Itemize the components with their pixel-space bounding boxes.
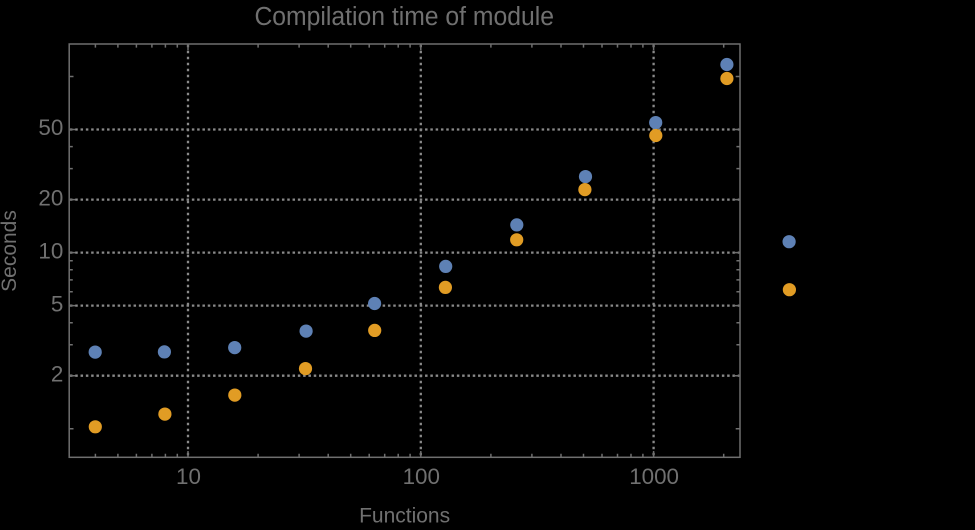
svg-text:50: 50 <box>38 115 63 140</box>
svg-text:20: 20 <box>38 185 63 210</box>
svg-text:1000: 1000 <box>629 464 679 489</box>
svg-text:10: 10 <box>38 238 63 263</box>
svg-text:Seconds: Seconds <box>0 210 21 292</box>
svg-text:2: 2 <box>51 361 63 386</box>
svg-text:5: 5 <box>51 291 63 316</box>
svg-text:100: 100 <box>403 464 440 489</box>
svg-text:Functions: Functions <box>359 505 450 526</box>
svg-text:10: 10 <box>176 464 201 489</box>
svg-text:Compilation time of module: Compilation time of module <box>254 2 554 31</box>
